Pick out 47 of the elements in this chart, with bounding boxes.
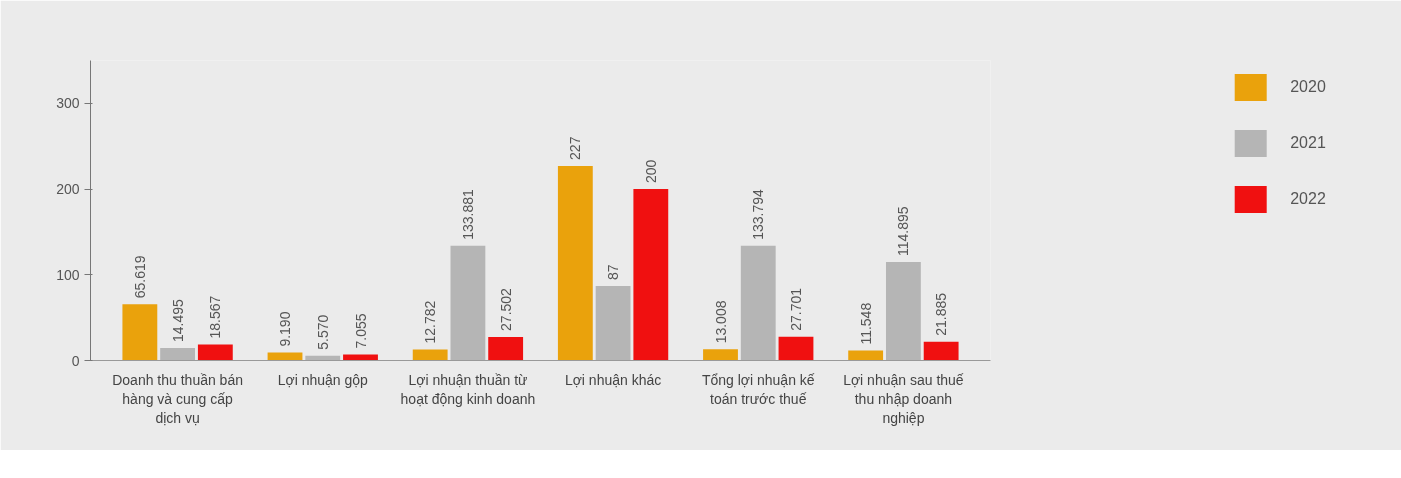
bar xyxy=(740,245,776,361)
bar xyxy=(122,304,158,361)
bar xyxy=(450,245,486,361)
data-label: 12.782 xyxy=(422,300,439,344)
bar xyxy=(778,336,814,361)
data-label: 11.548 xyxy=(857,302,874,345)
y-tick-label: 300 xyxy=(56,95,80,112)
legend-label: 2022 xyxy=(1290,190,1326,208)
y-tick-label: 0 xyxy=(71,352,80,369)
bar xyxy=(633,189,669,361)
data-label: 21.885 xyxy=(933,292,950,336)
x-tick-label: Lợi nhuận gộp xyxy=(277,371,369,388)
data-label: 133.881 xyxy=(459,188,476,240)
bar xyxy=(160,348,196,361)
bar xyxy=(595,285,631,361)
data-label: 7.055 xyxy=(352,313,369,349)
bar xyxy=(343,354,378,361)
bar xyxy=(557,165,593,361)
x-tick-label: Lợi nhuận thuần từ hoạt động kinh doanh xyxy=(400,371,536,407)
bar xyxy=(197,344,233,361)
x-tick-label: Doanh thu thuần bán hàng và cung cấp dịch vụ xyxy=(112,371,243,426)
data-label: 133.794 xyxy=(750,189,767,240)
bar xyxy=(412,349,448,361)
data-label: 114.895 xyxy=(895,206,912,257)
bar xyxy=(848,350,884,361)
data-label: 18.567 xyxy=(207,295,224,339)
x-tick-label: Lợi nhuận khác xyxy=(564,371,662,388)
y-tick-label: 100 xyxy=(56,266,80,283)
data-label: 27.502 xyxy=(497,287,514,331)
legend-label: 2020 xyxy=(1290,78,1326,96)
y-tick-label: 200 xyxy=(56,181,80,198)
data-label: 87 xyxy=(605,264,622,280)
data-label: 9.190 xyxy=(277,311,294,347)
x-tick-label: Tổng lợi nhuận kế toán trước thuế xyxy=(701,371,815,407)
data-label: 5.570 xyxy=(314,314,331,350)
data-label: 65.619 xyxy=(131,255,148,299)
data-label: 13.008 xyxy=(712,300,729,344)
bar xyxy=(885,262,921,361)
data-label: 200 xyxy=(642,159,659,184)
data-label: 14.495 xyxy=(169,299,186,343)
legend-label: 2021 xyxy=(1290,134,1326,152)
bar xyxy=(923,341,959,361)
data-label: 227 xyxy=(567,136,584,160)
bar xyxy=(488,336,524,361)
bar xyxy=(703,349,738,361)
x-tick-label: Lợi nhuận sau thuế thu nhập doanh nghiệp xyxy=(843,371,964,426)
data-label: 27.701 xyxy=(787,287,804,331)
